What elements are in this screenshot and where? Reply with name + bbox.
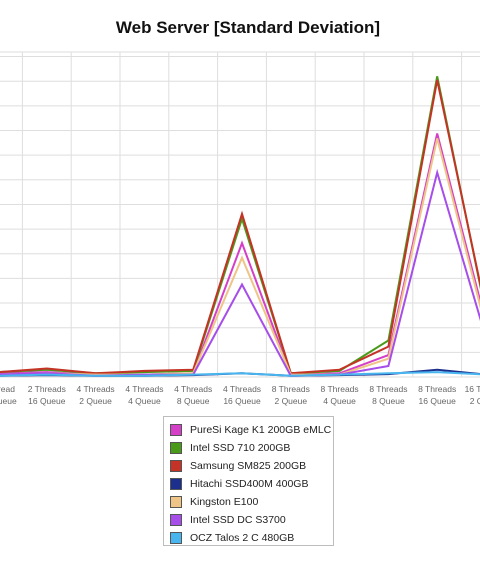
legend-item[interactable]: Hitachi SSD400M 400GB <box>164 475 333 493</box>
legend-label: OCZ Talos 2 C 480GB <box>190 532 295 544</box>
legend-label: PureSi Kage K1 200GB eMLC <box>190 424 332 436</box>
legend-label: Samsung SM825 200GB <box>190 460 307 472</box>
legend-swatch <box>170 460 182 472</box>
x-tick-label: 8 Queue <box>177 396 210 406</box>
chart-title: Web Server [Standard Deviation] <box>115 18 381 37</box>
x-tick-label: 8 Threads <box>418 384 456 394</box>
series-line-6 <box>0 371 480 377</box>
x-tick-label: 16 Threads <box>465 384 480 394</box>
line-chart: 1 Thread 16 Queue 2 Threads 16 Queue 4 Threa… <box>0 51 480 406</box>
legend-label: Hitachi SSD400M 400GB <box>190 478 309 490</box>
x-tick-label: 8 Queue <box>372 396 405 406</box>
x-tick-label: 1 Thread <box>0 384 15 394</box>
legend-item[interactable]: Intel SSD DC S3700 <box>164 511 333 529</box>
legend: PureSi Kage K1 200GB eMLC Intel SSD 710 2… <box>163 416 334 546</box>
legend-swatch <box>170 442 182 454</box>
legend-item[interactable]: Samsung SM825 200GB <box>164 457 333 475</box>
x-tick-label: 16 Queue <box>419 396 457 406</box>
series-line-4 <box>0 138 480 376</box>
legend-item[interactable]: Kingston E100 <box>164 493 333 511</box>
legend-swatch <box>170 496 182 508</box>
x-tick-label: 8 Threads <box>272 384 310 394</box>
x-tick-label: 2 Queue <box>274 396 307 406</box>
x-tick-label: 2 Threads <box>28 384 66 394</box>
x-tick-label: 8 Threads <box>321 384 359 394</box>
x-tick-label: 4 Threads <box>125 384 163 394</box>
series-line-1 <box>0 76 480 375</box>
legend-item[interactable]: PureSi Kage K1 200GB eMLC <box>164 421 333 439</box>
x-tick-label: 4 Threads <box>223 384 261 394</box>
x-tick-label: 16 Queue <box>0 396 17 406</box>
legend-label: Intel SSD DC S3700 <box>190 514 286 526</box>
x-tick-label: 4 Queue <box>128 396 161 406</box>
legend-item[interactable]: Intel SSD 710 200GB <box>164 439 333 457</box>
legend-label: Kingston E100 <box>190 496 259 508</box>
x-tick-label: 4 Queue <box>323 396 356 406</box>
x-tick-label: 8 Threads <box>369 384 407 394</box>
legend-swatch <box>170 532 182 544</box>
x-tick-label: 2 Queue <box>470 396 480 406</box>
x-tick-label: 4 Threads <box>174 384 212 394</box>
x-tick-label: 16 Queue <box>28 396 66 406</box>
series-line-2 <box>0 79 480 375</box>
legend-item[interactable]: OCZ Talos 2 C 480GB <box>164 529 333 547</box>
x-tick-label: 2 Queue <box>79 396 112 406</box>
legend-swatch <box>170 478 182 490</box>
legend-label: Intel SSD 710 200GB <box>190 442 291 454</box>
x-tick-label: 16 Queue <box>223 396 261 406</box>
x-tick-label: 4 Threads <box>77 384 115 394</box>
legend-swatch <box>170 424 182 436</box>
legend-swatch <box>170 514 182 526</box>
